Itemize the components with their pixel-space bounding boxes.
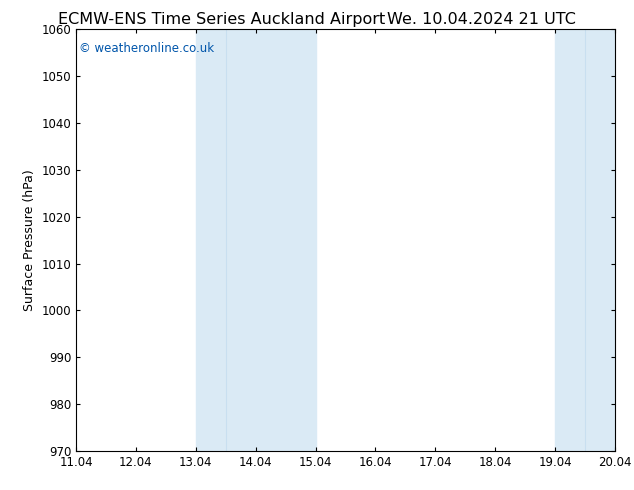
Bar bbox=[196, 29, 316, 451]
Y-axis label: Surface Pressure (hPa): Surface Pressure (hPa) bbox=[23, 169, 36, 311]
Text: We. 10.04.2024 21 UTC: We. 10.04.2024 21 UTC bbox=[387, 12, 576, 27]
Text: ECMW-ENS Time Series Auckland Airport: ECMW-ENS Time Series Auckland Airport bbox=[58, 12, 385, 27]
Bar bbox=[555, 29, 615, 451]
Text: © weatheronline.co.uk: © weatheronline.co.uk bbox=[79, 42, 214, 55]
